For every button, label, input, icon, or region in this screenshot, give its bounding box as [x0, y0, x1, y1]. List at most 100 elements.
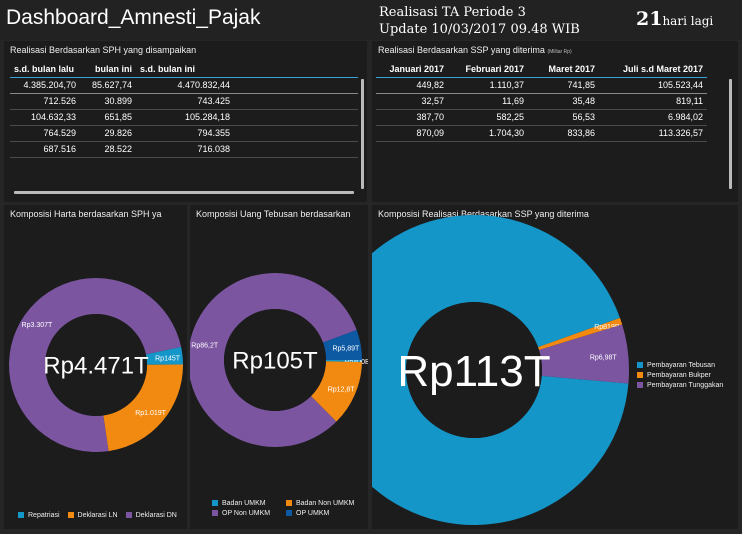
- legend-swatch: [125, 512, 132, 518]
- slice-data-label: Rp12,8T: [328, 386, 356, 393]
- table-cell: 870,09: [376, 125, 448, 142]
- legend-label: Badan Non UMKM: [296, 499, 355, 507]
- dashboard-title: Dashboard_Amnesti_Pajak: [6, 6, 261, 29]
- legend-swatch: [637, 372, 643, 378]
- table-cell: 833,86: [528, 125, 599, 142]
- countdown: 21hari lagi: [636, 8, 713, 30]
- vertical-scrollbar[interactable]: [729, 79, 732, 189]
- legend-item[interactable]: Repatriasi: [18, 510, 60, 520]
- legend-swatch: [637, 362, 643, 368]
- table-row[interactable]: 687.516 28.522 716.038: [10, 141, 358, 158]
- slice-data-label: Rp1.019T: [135, 410, 166, 417]
- slice-pembayaran-tunggakan[interactable]: [539, 324, 629, 384]
- legend-swatch: [67, 512, 74, 518]
- slice-badan-umkm[interactable]: [325, 360, 362, 363]
- slice-op-umkm[interactable]: [322, 330, 362, 360]
- slice-pembayaran-tebusan[interactable]: [372, 215, 629, 525]
- table-cell: 105.284,18: [136, 109, 234, 126]
- donut-hole: [406, 302, 542, 438]
- legend-item[interactable]: OP Non UMKM: [212, 508, 286, 518]
- slice-data-label: Rp5,89T: [332, 345, 360, 352]
- table-cell: 85.627,74: [80, 77, 136, 94]
- table-cell: 712.526: [10, 93, 80, 110]
- days-remaining-number: 21: [636, 8, 663, 30]
- ssp-table-tile: Realisasi Berdasarkan SSP yang diterima …: [372, 41, 738, 202]
- table-row[interactable]: 712.526 30.899 743.425: [10, 93, 358, 110]
- table-cell: 819,11: [599, 93, 707, 110]
- table-cell: 6.984,02: [599, 109, 707, 126]
- ssp-header-row: Januari 2017 Februari 2017 Maret 2017 Ju…: [376, 61, 707, 78]
- sph-col-header: bulan ini: [80, 61, 136, 78]
- legend-label: Badan UMKM: [222, 499, 266, 507]
- legend-item[interactable]: Pembayaran Tunggakan: [637, 380, 723, 390]
- slice-badan-non-umkm[interactable]: [310, 361, 362, 422]
- donut-center-total: Rp4.471T: [43, 353, 149, 380]
- legend-swatch: [212, 500, 218, 506]
- tebusan-composition-tile: Komposisi Uang Tebusan berdasarkan Rp400…: [190, 205, 368, 529]
- table-cell: 30.899: [80, 93, 136, 110]
- donut-center-total: Rp105T: [232, 348, 318, 375]
- slice-data-label: Rp6,98T: [590, 354, 618, 361]
- legend-item[interactable]: Deklarasi LN: [67, 510, 118, 520]
- legend-label: Pembayaran Tebusan: [647, 361, 715, 369]
- legend-label: Pembayaran Tunggakan: [647, 381, 724, 389]
- chart-legend: Badan UMKM Badan Non UMKM OP Non UMKM OP UM…: [212, 498, 366, 518]
- legend-item[interactable]: OP UMKM: [286, 508, 366, 518]
- chart-title: Komposisi Realisasi Berdasarkan SSP yang…: [378, 209, 589, 219]
- slice-op-non-umkm[interactable]: [190, 273, 357, 447]
- legend-item[interactable]: Badan UMKM: [212, 498, 286, 508]
- slice-deklarasi-dn[interactable]: [9, 278, 182, 453]
- table-cell: 32,57: [376, 93, 448, 110]
- donut-center-total: Rp113T: [397, 347, 550, 396]
- slice-pembayaran-bukper[interactable]: [538, 317, 623, 351]
- table-cell: 104.632,33: [10, 109, 80, 126]
- table-row[interactable]: 32,57 11,69 35,48 819,11: [376, 93, 707, 110]
- sph-header-row: s.d. bulan lalu bulan ini s.d. bulan ini: [10, 61, 358, 78]
- table-cell: 1.704,30: [448, 125, 528, 142]
- legend-swatch: [286, 500, 292, 506]
- sph-col-header: s.d. bulan lalu: [10, 61, 80, 78]
- table-cell: 28.522: [80, 141, 136, 158]
- legend-item[interactable]: Deklarasi DN: [125, 510, 177, 520]
- table-cell: 687.516: [10, 141, 80, 158]
- ssp-composition-tile: Komposisi Realisasi Berdasarkan SSP yang…: [372, 205, 738, 529]
- legend-label: OP Non UMKM: [222, 509, 271, 517]
- legend-label: Pembayaran Bukper: [647, 371, 711, 379]
- chart-title: Komposisi Uang Tebusan berdasarkan: [196, 209, 351, 219]
- legend-label: OP UMKM: [296, 509, 330, 517]
- table-cell: 387,70: [376, 109, 448, 126]
- harta-composition-tile: Komposisi Harta berdasarkan SPH ya Rp145…: [4, 205, 187, 529]
- table-row[interactable]: 104.632,33 651,85 105.284,18: [10, 109, 358, 126]
- table-row[interactable]: 449,82 1.110,37 741,85 105.523,44: [376, 77, 707, 94]
- legend-item[interactable]: Pembayaran Bukper: [637, 370, 723, 380]
- ssp-col-header: Januari 2017: [376, 61, 448, 78]
- ssp-col-header: Juli s.d Maret 2017: [599, 61, 707, 78]
- table-cell: 582,25: [448, 109, 528, 126]
- ssp-table-unit: (Milliar Rp): [547, 49, 572, 55]
- slice-deklarasi-ln[interactable]: [103, 364, 183, 452]
- slice-data-label: Rp819B: [594, 324, 620, 331]
- table-cell: 764.529: [10, 125, 80, 142]
- vertical-scrollbar[interactable]: [361, 79, 364, 189]
- legend-swatch: [212, 510, 218, 516]
- table-row[interactable]: 4.385.204,70 85.627,74 4.470.832,44: [10, 77, 358, 94]
- slice-repatriasi[interactable]: [145, 346, 183, 365]
- table-cell: 56,53: [528, 109, 599, 126]
- horizontal-scrollbar[interactable]: [14, 191, 354, 194]
- ssp-table-title: Realisasi Berdasarkan SSP yang diterima: [378, 45, 545, 55]
- table-cell: 11,69: [448, 93, 528, 110]
- table-row[interactable]: 870,09 1.704,30 833,86 113.326,57: [376, 125, 707, 142]
- table-cell: 105.523,44: [599, 77, 707, 94]
- slice-data-label: Rp3.307T: [22, 322, 53, 329]
- table-row[interactable]: 764.529 29.826 794.355: [10, 125, 358, 142]
- ssp-table-title-wrap: Realisasi Berdasarkan SSP yang diterima …: [378, 45, 572, 55]
- legend-item[interactable]: Badan Non UMKM: [286, 498, 366, 508]
- table-row[interactable]: 387,70 582,25 56,53 6.984,02: [376, 109, 707, 126]
- legend-item[interactable]: Pembayaran Tebusan: [637, 360, 723, 370]
- legend-swatch: [286, 510, 292, 516]
- table-cell: 4.385.204,70: [10, 77, 80, 94]
- update-info: Realisasi TA Periode 3 Update 10/03/2017…: [379, 4, 580, 38]
- sph-table-title: Realisasi Berdasarkan SPH yang disampaik…: [10, 45, 197, 55]
